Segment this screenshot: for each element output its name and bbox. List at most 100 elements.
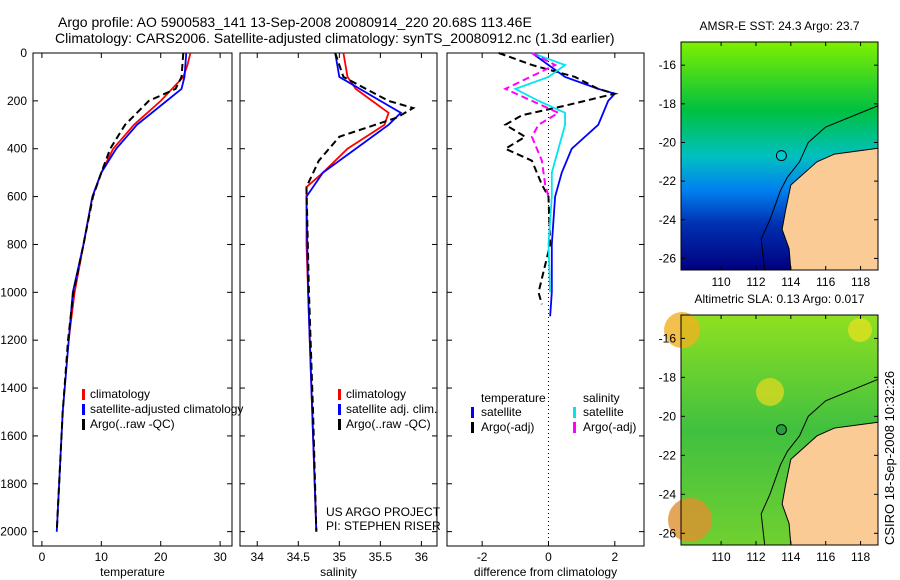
difference-series-temperature-argo-adj- <box>498 52 619 305</box>
difference-series-salinity-satellite <box>513 52 567 293</box>
temperature-xlabel: temperature <box>100 565 165 579</box>
sla_map-ytick-label: -26 <box>659 526 677 540</box>
sst_map-ytick-label: -16 <box>659 58 677 72</box>
diff-legend-swatch <box>573 407 576 418</box>
depth-tick-label: 0 <box>20 46 27 60</box>
difference-xtick-label: 2 <box>611 550 618 564</box>
sst_map-ytick-label: -26 <box>659 251 677 265</box>
diff-legend-swatch <box>573 422 576 433</box>
sst_map-xtick-label: 110 <box>712 275 731 289</box>
side-label: CSIRO 18-Sep-2008 10:32:26 <box>882 370 897 545</box>
diff-legend-swatch <box>471 407 474 418</box>
sla_map-ytick-label: -24 <box>659 487 677 501</box>
salinity-series-climatology <box>305 52 390 532</box>
temperature-legend-swatch <box>82 389 85 400</box>
temperature-series-argo-raw-qc- <box>55 52 185 532</box>
sla_map-ytick-label: -18 <box>659 370 677 384</box>
difference-xtick-label: 0 <box>545 550 552 564</box>
sla_map-xtick-label: 114 <box>781 550 800 564</box>
temperature-legend-swatch <box>82 404 85 415</box>
sla_map-xtick-label: 110 <box>712 550 731 564</box>
sla_map-argo-marker <box>775 424 787 436</box>
depth-tick-label: 600 <box>7 190 27 204</box>
depth-tick-label: 1000 <box>0 285 27 299</box>
project-annotation-1: PI: STEPHEN RISER <box>326 519 441 533</box>
salinity-legend-label: Argo(..raw -QC) <box>346 417 431 431</box>
legend-header-salinity: salinity <box>583 391 620 405</box>
temperature-series-satellite-adjusted-climatology <box>55 52 188 532</box>
legend-header-temperature: temperature <box>481 391 546 405</box>
sla-anomaly-blob <box>668 498 712 542</box>
sst_map-argo-marker <box>775 150 787 162</box>
salinity-xtick-label: 34 <box>251 550 265 564</box>
salinity-xtick-label: 34.5 <box>287 550 311 564</box>
difference-xlabel: difference from climatology <box>474 565 617 579</box>
sla_map-title: Altimetric SLA: 0.13 Argo: 0.017 <box>694 292 864 306</box>
sla_map-ytick-label: -22 <box>659 448 677 462</box>
depth-tick-label: 2000 <box>0 525 27 539</box>
project-annotation-0: US ARGO PROJECT <box>326 505 441 519</box>
sla_map-xtick-label: 116 <box>816 550 835 564</box>
depth-tick-label: 1400 <box>0 381 27 395</box>
difference-xtick-label: -2 <box>477 550 488 564</box>
temperature-xtick-label: 30 <box>213 550 227 564</box>
depth-tick-label: 400 <box>7 142 27 156</box>
sst_map-frame <box>680 41 879 271</box>
salinity-legend-swatch <box>338 404 341 415</box>
salinity-series-satellite-adj-clim- <box>305 52 403 532</box>
salinity-xtick-label: 36 <box>415 550 429 564</box>
sla_map-ytick-label: -20 <box>659 409 677 423</box>
diff-legend-label: Argo(-adj) <box>583 420 636 434</box>
depth-tick-label: 1200 <box>0 333 27 347</box>
sst_map-xtick-label: 112 <box>746 275 765 289</box>
salinity-axes-box <box>239 52 438 547</box>
depth-tick-label: 800 <box>7 237 27 251</box>
salinity-legend-label: satellite adj. clim. <box>346 402 437 416</box>
salinity-legend-swatch <box>338 419 341 430</box>
sst_map-xtick-label: 118 <box>851 275 870 289</box>
sla_map-shelf-contour <box>760 378 879 546</box>
salinity-xlabel: salinity <box>320 565 357 579</box>
sst_map-ytick-label: -24 <box>659 213 677 227</box>
difference-series-salinity-argo-adj- <box>503 52 561 197</box>
sla-anomaly-blob <box>756 378 784 406</box>
salinity-series-argo-raw-qc- <box>305 52 416 532</box>
title-line-1: Argo profile: AO 5900583_141 13-Sep-2008… <box>58 14 532 30</box>
salinity-xtick-label: 35 <box>333 550 347 564</box>
sla_map-ytick-label: -16 <box>659 331 677 345</box>
sst_map-title: AMSR-E SST: 24.3 Argo: 23.7 <box>699 19 859 33</box>
sla_map-xtick-label: 112 <box>746 550 765 564</box>
depth-tick-label: 200 <box>7 94 27 108</box>
sst_map-ytick-label: -18 <box>659 97 677 111</box>
sst_map-ytick-label: -22 <box>659 174 677 188</box>
diff-legend-label: Argo(-adj) <box>481 420 534 434</box>
temperature-legend-label: satellite-adjusted climatology <box>90 402 243 416</box>
title-line-2: Climatology: CARS2006. Satellite-adjuste… <box>55 30 615 46</box>
temperature-axes-box <box>32 52 233 547</box>
diff-legend-label: satellite <box>481 405 522 419</box>
sla-anomaly-blob <box>664 312 700 348</box>
depth-tick-label: 1600 <box>0 429 27 443</box>
temperature-xtick-label: 20 <box>154 550 168 564</box>
sst_map-xtick-label: 114 <box>781 275 800 289</box>
sst_map-ytick-label: -20 <box>659 135 677 149</box>
salinity-legend-label: climatology <box>346 387 406 401</box>
depth-tick-label: 1800 <box>0 477 27 491</box>
difference-axes-box <box>446 52 645 547</box>
sla_map-xtick-label: 118 <box>851 550 870 564</box>
sst_map-shelf-contour <box>760 105 879 271</box>
salinity-legend-swatch <box>338 389 341 400</box>
sst_map-xtick-label: 116 <box>816 275 835 289</box>
sla-anomaly-blob <box>848 318 872 342</box>
sla_map-frame <box>680 314 879 546</box>
temperature-legend-label: Argo(..raw -QC) <box>90 417 175 431</box>
temperature-xtick-label: 10 <box>95 550 109 564</box>
diff-legend-swatch <box>471 422 474 433</box>
temperature-xtick-label: 0 <box>39 550 46 564</box>
salinity-xtick-label: 35.5 <box>369 550 393 564</box>
temperature-legend-swatch <box>82 419 85 430</box>
temperature-legend-label: climatology <box>90 387 150 401</box>
diff-legend-label: satellite <box>583 405 624 419</box>
